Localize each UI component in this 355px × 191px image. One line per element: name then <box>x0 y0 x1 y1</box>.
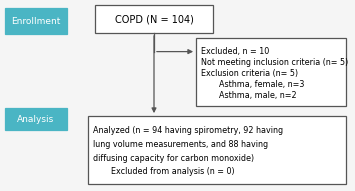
Bar <box>5 8 67 34</box>
Bar <box>88 116 346 184</box>
Text: Not meeting inclusion criteria (n= 5): Not meeting inclusion criteria (n= 5) <box>201 58 348 67</box>
Text: Excluded, n = 10: Excluded, n = 10 <box>201 47 269 56</box>
Text: Enrollment: Enrollment <box>11 16 61 26</box>
Text: Asthma, male, n=2: Asthma, male, n=2 <box>219 91 297 100</box>
Text: Exclusion criteria (n= 5): Exclusion criteria (n= 5) <box>201 69 298 78</box>
Text: Analyzed (n = 94 having spirometry, 92 having: Analyzed (n = 94 having spirometry, 92 h… <box>93 126 283 135</box>
Text: diffusing capacity for carbon monoxide): diffusing capacity for carbon monoxide) <box>93 154 254 163</box>
Bar <box>95 5 213 33</box>
Text: lung volume measurements, and 88 having: lung volume measurements, and 88 having <box>93 140 268 149</box>
Text: Analysis: Analysis <box>17 114 55 124</box>
Text: Excluded from analysis (n = 0): Excluded from analysis (n = 0) <box>111 167 235 176</box>
Text: COPD (N = 104): COPD (N = 104) <box>115 14 193 24</box>
Text: Asthma, female, n=3: Asthma, female, n=3 <box>219 80 304 89</box>
Bar <box>5 108 67 130</box>
Bar <box>196 38 346 106</box>
